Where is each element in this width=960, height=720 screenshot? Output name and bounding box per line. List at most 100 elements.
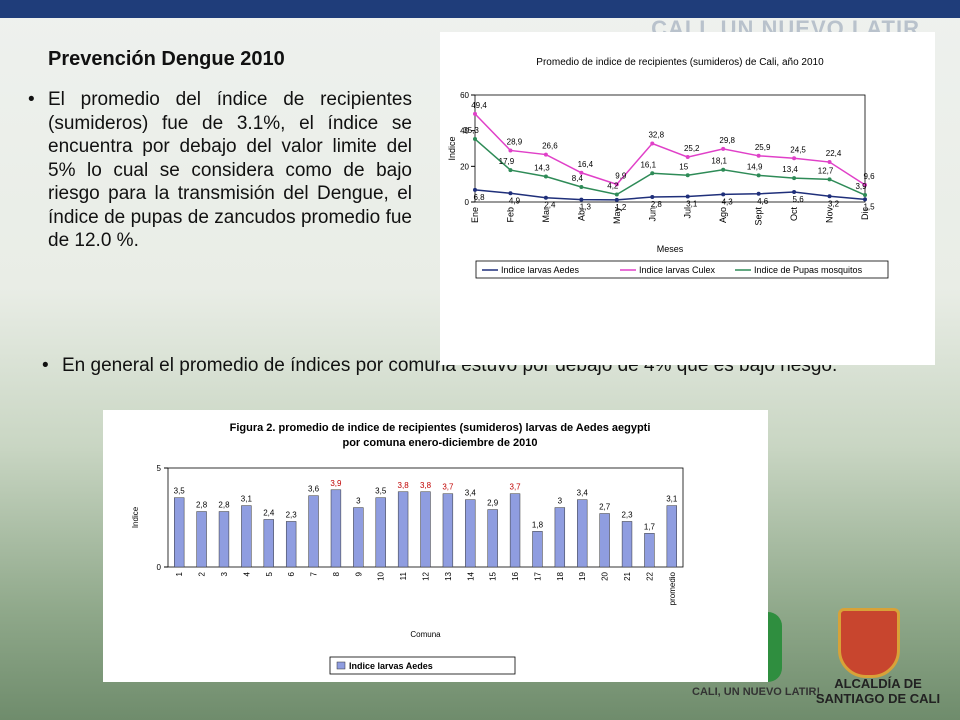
x-tick-label: Ene [470, 207, 480, 223]
value-label: 9,6 [863, 172, 875, 181]
value-label: 29,8 [719, 136, 735, 145]
x-tick-label: Oct [789, 207, 799, 222]
top-bar [0, 0, 960, 18]
chart-title: Figura 2. promedio de indice de recipien… [230, 422, 651, 434]
logo-text: ALCALDÍA DE SANTIAGO DE CALI [815, 676, 941, 706]
value-label: 1,2 [615, 203, 627, 212]
x-tick-label: 17 [533, 571, 542, 580]
x-tick-label: Mar [541, 207, 551, 223]
value-label: 17,9 [499, 157, 515, 166]
value-label: 2,9 [487, 499, 499, 508]
y-tick-label: 20 [460, 162, 469, 171]
x-tick-label: 20 [601, 571, 610, 580]
value-label: 1,8 [532, 520, 544, 529]
bar [397, 491, 409, 568]
point [473, 137, 477, 142]
bar [375, 497, 386, 568]
bar [465, 499, 476, 568]
x-tick-label: 16 [511, 571, 520, 580]
series-line [474, 138, 866, 196]
legend-swatch [336, 661, 346, 670]
point [792, 190, 797, 195]
value-label: 2,7 [599, 503, 611, 512]
value-label: 12,7 [818, 166, 834, 175]
bar [174, 497, 185, 568]
bar [420, 491, 431, 568]
x-tick-label: 13 [444, 571, 453, 580]
point [543, 174, 548, 179]
plot-frame [474, 94, 866, 203]
value-label: 3,7 [442, 483, 454, 492]
value-label: 2,3 [621, 510, 633, 519]
x-tick-label: 3 [220, 571, 229, 576]
value-label: 16,4 [578, 160, 594, 169]
bar [442, 493, 454, 568]
value-label: 4,2 [607, 182, 619, 191]
line-chart: Promedio de indice de recipientes (sumid… [440, 32, 935, 365]
bar [330, 489, 342, 568]
value-label: 9,9 [615, 171, 627, 180]
value-label: 8,4 [572, 174, 584, 183]
x-tick-label: 12 [422, 571, 431, 580]
value-label: 3,9 [330, 479, 342, 488]
value-label: 2,8 [651, 200, 663, 209]
value-label: 3,8 [420, 481, 432, 490]
x-tick-label: 6 [287, 571, 296, 576]
x-tick-label: 19 [578, 571, 587, 580]
point [721, 146, 726, 151]
series-line [474, 189, 866, 201]
x-tick-label: Sept [754, 207, 764, 226]
x-tick-label: 1 [175, 571, 184, 576]
value-label: 3,1 [666, 495, 678, 504]
logo-text: CALI, UN NUEVO LATIR! [692, 686, 821, 698]
bullet: El promedio del índice de recipientes (s… [28, 88, 412, 253]
point [756, 173, 761, 178]
bar [218, 511, 230, 568]
x-tick-label: Feb [505, 207, 515, 223]
point [614, 182, 619, 187]
point [792, 176, 797, 181]
x-tick-label: 8 [332, 571, 341, 576]
value-label: 18,1 [711, 157, 727, 166]
y-tick-label: 5 [157, 464, 162, 473]
value-label: 3,5 [174, 487, 186, 496]
value-label: 4,3 [722, 197, 734, 206]
bar [509, 493, 521, 568]
legend-label: Indice larvas Aedes [349, 661, 433, 671]
x-axis-label: Meses [657, 244, 684, 254]
logo-shape [768, 612, 782, 682]
value-label: 6,8 [473, 193, 485, 202]
value-label: 2,3 [286, 510, 298, 519]
x-tick-label: 4 [242, 571, 251, 576]
point [579, 197, 584, 202]
value-label: 2,4 [544, 201, 556, 210]
value-label: 14,3 [534, 163, 550, 172]
bar [621, 521, 633, 568]
value-label: 1,5 [863, 202, 875, 211]
value-label: 4,9 [509, 196, 521, 205]
x-tick-label: 14 [466, 571, 475, 580]
value-label: 3,9 [855, 182, 867, 191]
value-label: 32,8 [648, 131, 664, 140]
bar [196, 511, 207, 568]
point [543, 195, 548, 200]
value-label: 3,6 [308, 485, 320, 494]
point [756, 191, 761, 196]
x-tick-label: 5 [265, 571, 274, 576]
bar [353, 507, 364, 568]
point [473, 111, 477, 116]
point [650, 195, 655, 200]
legend-label: Indice de Pupas mosquitos [754, 265, 863, 275]
x-tick-label: Jun [647, 207, 657, 222]
x-tick-label: Nov [825, 207, 835, 224]
value-label: 3,1 [241, 495, 253, 504]
bar [577, 499, 588, 568]
bar [599, 513, 610, 568]
value-label: 1,3 [580, 203, 592, 212]
chart-title: Promedio de indice de recipientes (sumid… [536, 57, 824, 68]
x-tick-label: May [612, 207, 622, 225]
chart-subtitle: por comuna enero-diciembre de 2010 [342, 437, 537, 449]
x-tick-label: 2 [198, 571, 207, 576]
value-label: 24,5 [790, 145, 806, 154]
